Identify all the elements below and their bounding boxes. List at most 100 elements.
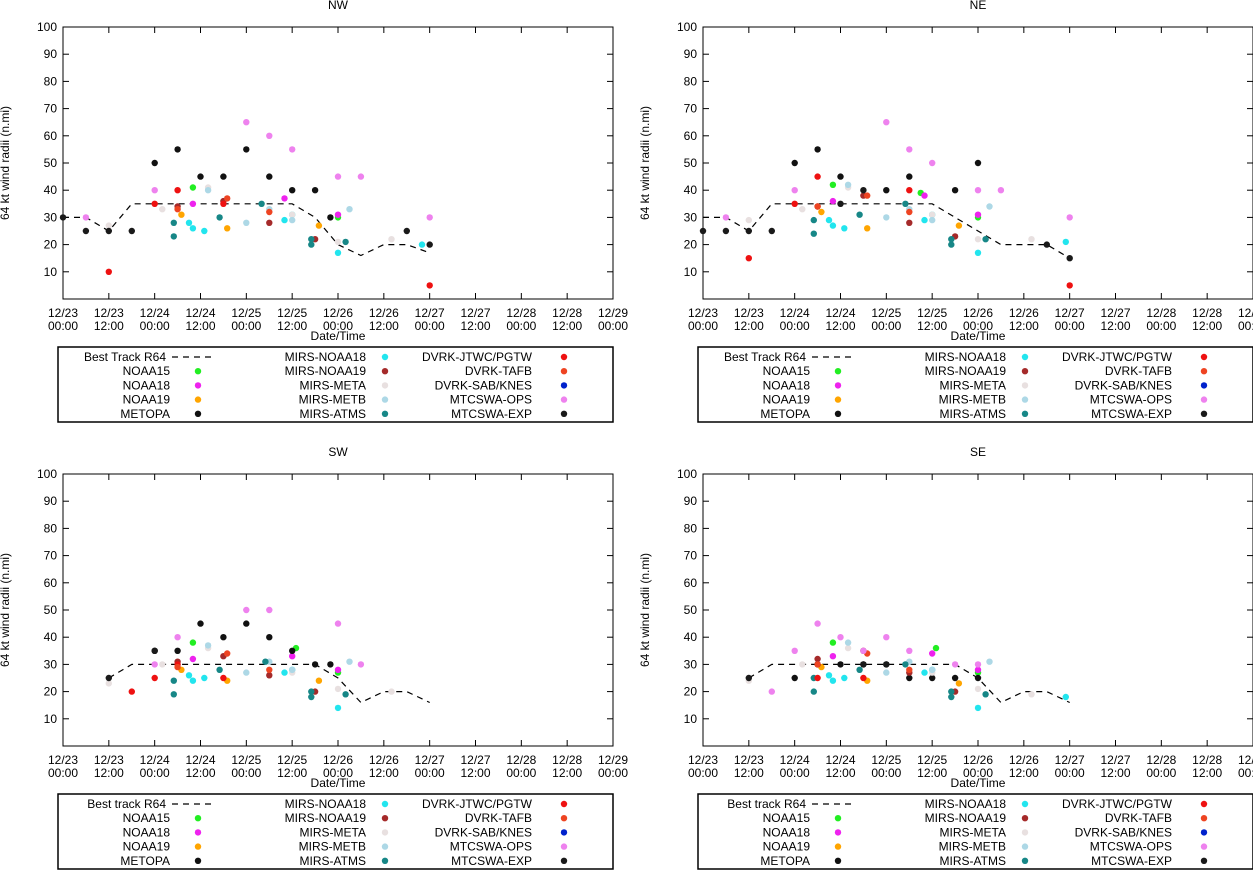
point-mirs-metb bbox=[986, 203, 993, 210]
point-noaa18 bbox=[829, 653, 837, 660]
point-mirs-metb bbox=[204, 642, 212, 649]
panel-ne: NE10203040506070809010012/2300:0012/2312… bbox=[638, 0, 1253, 423]
point-mirs-noaa18 bbox=[829, 222, 837, 229]
point-dvrk-tafb bbox=[266, 666, 273, 673]
legend-box bbox=[57, 793, 614, 870]
legend-box bbox=[697, 793, 1253, 870]
point-noaa19 bbox=[955, 680, 963, 687]
x-tick-label-date: 12/28 bbox=[506, 753, 536, 767]
x-tick-label-date: 12/24 bbox=[825, 306, 855, 320]
point-mtcswa-exp bbox=[1043, 241, 1050, 248]
point-mirs-metb bbox=[844, 181, 852, 188]
x-tick-label-time: 12:00 bbox=[917, 766, 947, 780]
x-tick-label-date: 12/27 bbox=[1100, 753, 1130, 767]
y-tick-label: 10 bbox=[44, 712, 58, 726]
point-mtcswa-exp bbox=[1066, 255, 1073, 262]
y-tick-label: 10 bbox=[684, 265, 698, 279]
x-tick-label-date: 12/26 bbox=[323, 306, 353, 320]
legend-label-best-track: Best track R64 bbox=[727, 797, 806, 811]
point-mirs-atms bbox=[342, 691, 349, 698]
point-mtcswa-exp bbox=[403, 227, 410, 235]
legend-label-dvrk-jtwc-pgtw: DVRK-JTWC/PGTW bbox=[1062, 797, 1173, 811]
point-mirs-metb bbox=[243, 669, 250, 676]
legend-label-mirs-atms: MIRS-ATMS bbox=[940, 407, 1006, 421]
point-noaa18 bbox=[189, 655, 197, 663]
x-tick-label-time: 12:00 bbox=[1100, 766, 1130, 780]
legend-marker-dvrk-tafb bbox=[1200, 815, 1208, 822]
x-tick-label-time: 00:00 bbox=[506, 319, 536, 333]
x-tick-label-time: 00:00 bbox=[688, 319, 718, 333]
point-mtcswa-exp bbox=[105, 674, 113, 682]
point-mirs-meta bbox=[334, 685, 342, 693]
point-mtcswa-ops bbox=[243, 119, 250, 126]
legend-marker-noaa18 bbox=[194, 829, 202, 836]
point-dvrk-tafb bbox=[174, 663, 181, 671]
legend-label-mirs-metb: MIRS-METB bbox=[939, 393, 1006, 407]
x-tick-label-date: 12/29 bbox=[598, 753, 628, 767]
x-tick-label-date: 12/26 bbox=[323, 753, 353, 767]
x-tick-label-date: 12/27 bbox=[415, 306, 445, 320]
point-mtcswa-exp bbox=[151, 647, 158, 654]
legend-marker-mtcswa-ops bbox=[560, 396, 568, 403]
legend-label-noaa15: NOAA15 bbox=[123, 364, 171, 378]
point-metopa bbox=[266, 173, 273, 180]
x-tick-label-date: 12/25 bbox=[871, 753, 901, 767]
point-mirs-meta bbox=[388, 236, 395, 243]
y-tick-label: 40 bbox=[684, 630, 698, 644]
point-dvrk-tafb bbox=[906, 208, 913, 216]
legend-box bbox=[57, 346, 614, 423]
y-tick-label: 60 bbox=[44, 129, 58, 143]
x-tick-label-time: 00:00 bbox=[1055, 766, 1085, 780]
point-metopa bbox=[311, 187, 319, 194]
legend-label-mirs-noaa18: MIRS-NOAA18 bbox=[285, 797, 367, 811]
legend-label-best-track: Best Track R64 bbox=[724, 350, 806, 364]
legend-marker-noaa19 bbox=[194, 396, 202, 403]
legend-label-noaa19: NOAA19 bbox=[123, 393, 171, 407]
point-mtcswa-exp bbox=[883, 661, 890, 668]
x-tick-label-time: 12:00 bbox=[825, 319, 855, 333]
x-tick-label-time: 00:00 bbox=[780, 319, 810, 333]
point-metopa bbox=[951, 674, 959, 682]
legend-marker-mirs-atms bbox=[1021, 410, 1029, 417]
legend-marker-noaa19 bbox=[834, 843, 842, 850]
x-tick-label-date: 12/25 bbox=[917, 753, 947, 767]
point-mirs-noaa18 bbox=[921, 669, 928, 676]
x-tick-label-time: 00:00 bbox=[323, 766, 353, 780]
point-mirs-meta bbox=[159, 661, 166, 668]
y-tick-label: 100 bbox=[37, 467, 57, 481]
x-tick-label-time: 12:00 bbox=[369, 319, 399, 333]
point-mtcswa-exp bbox=[745, 227, 752, 235]
x-tick-label-time: 00:00 bbox=[48, 319, 78, 333]
x-tick-label-time: 00:00 bbox=[231, 766, 261, 780]
point-mirs-noaa18 bbox=[334, 249, 342, 256]
point-mirs-noaa18 bbox=[418, 241, 426, 248]
point-metopa bbox=[837, 173, 844, 180]
x-tick-label-time: 00:00 bbox=[963, 766, 993, 780]
legend-label-metopa: METOPA bbox=[120, 407, 170, 421]
legend-marker-mirs-noaa18 bbox=[1021, 353, 1029, 361]
point-mirs-atms bbox=[982, 691, 989, 698]
point-mirs-meta bbox=[105, 680, 113, 687]
point-dvrk-tafb bbox=[174, 206, 181, 213]
point-metopa bbox=[814, 146, 821, 153]
point-dvrk-tafb bbox=[864, 192, 871, 199]
x-tick-label-time: 00:00 bbox=[598, 766, 628, 780]
point-mtcswa-ops bbox=[334, 173, 342, 180]
legend-label-mirs-noaa19: MIRS-NOAA19 bbox=[925, 364, 1007, 378]
y-axis-label: 64 kt wind radii (n.mi) bbox=[638, 106, 652, 220]
point-dvrk-tafb bbox=[814, 661, 821, 668]
x-tick-label-date: 12/27 bbox=[460, 753, 490, 767]
point-dvrk-jtwc-pgtw bbox=[220, 200, 227, 207]
point-noaa18 bbox=[921, 192, 928, 199]
x-tick-label-time: 00:00 bbox=[871, 319, 901, 333]
legend-label-dvrk-sab-knes: DVRK-SAB/KNES bbox=[1075, 825, 1172, 839]
x-tick-label-time: 00:00 bbox=[415, 766, 445, 780]
point-metopa bbox=[906, 674, 913, 682]
legend-label-dvrk-jtwc-pgtw: DVRK-JTWC/PGTW bbox=[422, 350, 533, 364]
point-mirs-noaa18 bbox=[201, 674, 208, 682]
point-mtcswa-ops bbox=[243, 606, 250, 614]
point-mirs-meta bbox=[1028, 236, 1035, 243]
x-tick-label-time: 12:00 bbox=[552, 766, 582, 780]
point-metopa bbox=[197, 620, 204, 627]
legend-label-dvrk-jtwc-pgtw: DVRK-JTWC/PGTW bbox=[422, 797, 533, 811]
